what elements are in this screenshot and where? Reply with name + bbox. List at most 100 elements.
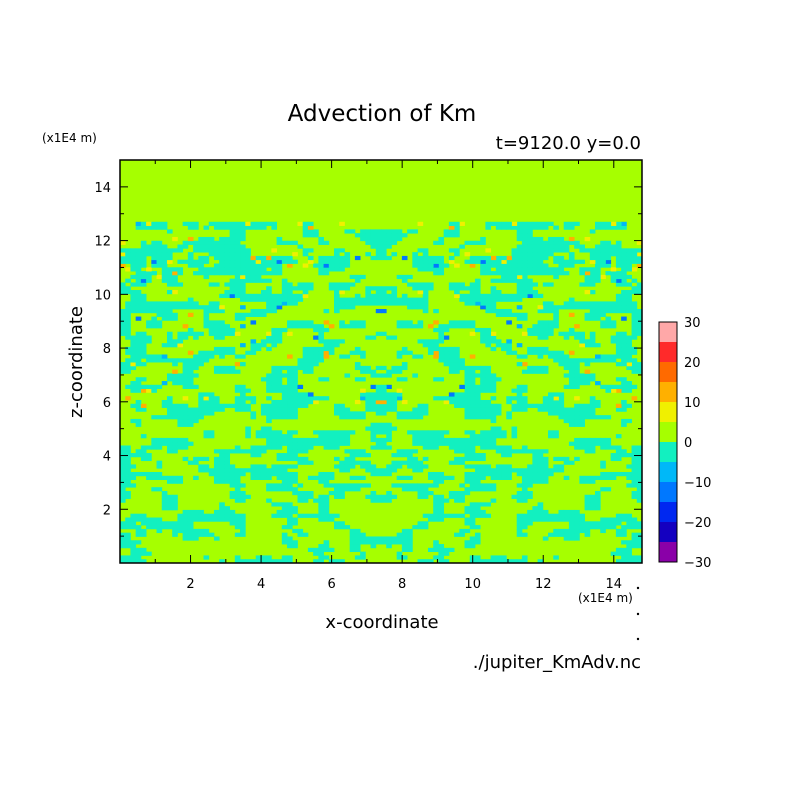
heatmap-cell xyxy=(636,255,643,261)
heatmap-cell xyxy=(245,274,251,280)
heatmap-cell xyxy=(130,388,137,393)
heatmap-cell xyxy=(339,301,345,306)
heatmap-cell xyxy=(208,240,215,245)
heatmap-cell xyxy=(422,430,429,435)
heatmap-cell xyxy=(245,225,251,230)
heatmap-cell xyxy=(224,509,231,515)
heatmap-cell xyxy=(339,415,345,420)
heatmap-cell xyxy=(245,396,251,401)
heatmap-cell xyxy=(140,434,147,439)
heatmap-cell xyxy=(276,445,283,450)
heatmap-cell xyxy=(135,540,142,545)
heatmap-cell xyxy=(297,490,304,496)
heatmap-cell xyxy=(485,308,492,314)
heatmap-cell xyxy=(140,278,147,283)
heatmap-cell xyxy=(146,472,152,477)
heatmap-cell xyxy=(354,346,361,352)
heatmap-cell xyxy=(584,445,591,450)
heatmap-cell xyxy=(401,487,408,492)
heatmap-cell xyxy=(595,403,601,408)
heatmap-cell xyxy=(610,324,617,329)
heatmap-cell xyxy=(156,384,163,389)
heatmap-cell xyxy=(161,221,168,226)
heatmap-cell xyxy=(360,449,366,454)
heatmap-cell xyxy=(438,358,445,363)
heatmap-cell xyxy=(313,358,319,363)
heatmap-cell xyxy=(203,316,210,321)
heatmap-cell xyxy=(563,517,570,522)
heatmap-cell xyxy=(474,278,481,283)
heatmap-cell xyxy=(276,259,283,264)
heatmap-cell xyxy=(292,487,298,492)
heatmap-cell xyxy=(198,255,204,261)
heatmap-cell xyxy=(365,369,371,374)
heatmap-cell xyxy=(511,430,518,435)
heatmap-cell xyxy=(307,225,314,230)
heatmap-cell xyxy=(125,316,131,321)
heatmap-cell xyxy=(469,290,476,295)
heatmap-cell xyxy=(287,286,293,291)
heatmap-cell xyxy=(589,521,596,526)
heatmap-cell xyxy=(589,267,596,272)
heatmap-cell xyxy=(610,335,617,340)
heatmap-field xyxy=(120,221,643,564)
heatmap-cell xyxy=(313,430,319,435)
heatmap-cell xyxy=(621,418,627,424)
heatmap-cell xyxy=(610,308,617,314)
heatmap-cell xyxy=(448,350,455,355)
heatmap-cell xyxy=(156,221,163,226)
colorbar-swatch xyxy=(659,382,677,402)
heatmap-cell xyxy=(334,282,340,287)
heatmap-cell xyxy=(140,271,147,276)
heatmap-cell xyxy=(339,221,345,226)
heatmap-cell xyxy=(495,267,502,272)
heatmap-cell xyxy=(292,365,298,371)
heatmap-cell xyxy=(219,407,225,412)
heatmap-cell xyxy=(626,263,632,268)
heatmap-cell xyxy=(548,236,554,242)
heatmap-cell xyxy=(365,540,371,545)
heatmap-cell xyxy=(229,468,236,473)
heatmap-cell xyxy=(553,267,559,272)
heatmap-cell xyxy=(595,525,601,530)
heatmap-cell xyxy=(135,403,142,408)
heatmap-cell xyxy=(146,453,152,458)
heatmap-cell xyxy=(574,331,580,336)
heatmap-cell xyxy=(240,528,246,534)
heatmap-cell xyxy=(474,286,481,291)
heatmap-cell xyxy=(391,335,398,340)
heatmap-cell xyxy=(558,411,565,416)
heatmap-cell xyxy=(412,255,418,261)
heatmap-cell xyxy=(386,437,392,443)
heatmap-cell xyxy=(130,282,137,287)
heatmap-cell xyxy=(433,308,439,314)
heatmap-cell xyxy=(511,297,518,302)
heatmap-cell xyxy=(213,335,220,340)
heatmap-cell xyxy=(208,252,215,257)
heatmap-cell xyxy=(313,324,319,329)
heatmap-cell xyxy=(245,297,251,302)
heatmap-cell xyxy=(563,358,570,363)
heatmap-cell xyxy=(563,384,570,389)
heatmap-cell xyxy=(370,240,377,245)
heatmap-cell xyxy=(537,327,544,333)
heatmap-cell xyxy=(120,324,126,329)
heatmap-cell xyxy=(318,494,324,499)
heatmap-cell xyxy=(140,252,147,257)
heatmap-cell xyxy=(334,494,340,499)
heatmap-cell xyxy=(318,555,324,560)
heatmap-cell xyxy=(318,517,324,522)
heatmap-cell xyxy=(135,358,142,363)
heatmap-cell xyxy=(307,475,314,480)
heatmap-cell xyxy=(427,286,434,291)
heatmap-cell xyxy=(636,312,643,317)
heatmap-cell xyxy=(187,301,194,306)
heatmap-cell xyxy=(537,506,544,511)
heatmap-cell xyxy=(213,396,220,401)
heatmap-cell xyxy=(375,308,382,314)
heatmap-cell xyxy=(344,487,351,492)
heatmap-cell xyxy=(454,324,460,329)
heatmap-cell xyxy=(365,396,371,401)
heatmap-cell xyxy=(292,479,298,484)
heatmap-cell xyxy=(349,532,356,537)
